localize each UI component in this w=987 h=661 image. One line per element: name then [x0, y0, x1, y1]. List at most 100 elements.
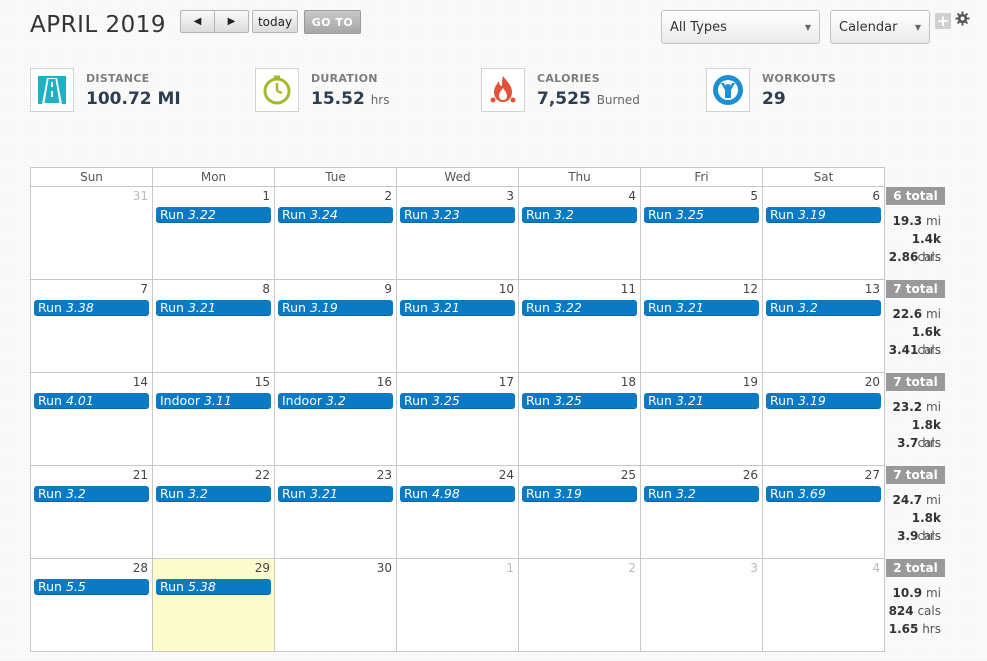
workout-event[interactable]: Run 3.21: [644, 393, 759, 409]
summary-value: 22.6: [892, 307, 923, 321]
day-cell[interactable]: 1 Run 3.22: [153, 187, 275, 280]
week-summary-mi: 22.6 mi: [886, 305, 945, 323]
week-row: 28 Run 5.5 29 Run 5.38 30 1 2 3 4: [31, 559, 885, 652]
workout-event[interactable]: Run 3.19: [522, 486, 637, 502]
workout-event[interactable]: Run 3.2: [766, 300, 881, 316]
stat-label: CALORIES: [537, 72, 600, 85]
workout-distance: 3.19: [553, 486, 582, 501]
day-cell[interactable]: 26 Run 3.2: [641, 466, 763, 559]
day-cell[interactable]: 24 Run 4.98: [397, 466, 519, 559]
workout-type: Run: [282, 486, 306, 501]
workout-event[interactable]: Run 3.21: [400, 300, 515, 316]
workout-event[interactable]: Run 3.25: [644, 207, 759, 223]
summary-value: 24.7: [892, 493, 923, 507]
next-month-button[interactable]: ▶: [214, 10, 249, 33]
week-row: 31 1 Run 3.22 2 Run 3.24 3 Run 3.23 4 Run 3.2 5 Ru…: [31, 187, 885, 280]
workout-event[interactable]: Run 3.25: [400, 393, 515, 409]
chevron-down-icon: ▼: [804, 23, 811, 32]
workout-event[interactable]: Run 3.19: [766, 393, 881, 409]
workout-event[interactable]: Run 3.22: [522, 300, 637, 316]
goto-button[interactable]: GO TO: [304, 10, 361, 34]
day-cell[interactable]: 2: [519, 559, 641, 652]
workout-event[interactable]: Indoor 3.2: [278, 393, 393, 409]
day-cell[interactable]: 2 Run 3.24: [275, 187, 397, 280]
day-cell[interactable]: 17 Run 3.25: [397, 373, 519, 466]
summary-value: 23.2: [892, 400, 923, 414]
week-summary: 7 total 23.2 mi 1.8k cals 3.7 hrs: [886, 373, 945, 452]
workout-event[interactable]: Run 5.38: [156, 579, 271, 595]
workout-event[interactable]: Run 3.69: [766, 486, 881, 502]
day-cell[interactable]: 28 Run 5.5: [31, 559, 153, 652]
workout-type-select[interactable]: All Types ▼: [661, 10, 820, 44]
day-cell[interactable]: 8 Run 3.21: [153, 280, 275, 373]
workout-event[interactable]: Run 3.19: [278, 300, 393, 316]
workout-type: Run: [770, 207, 794, 222]
day-cell[interactable]: 13 Run 3.2: [763, 280, 885, 373]
workout-event[interactable]: Run 3.21: [278, 486, 393, 502]
day-cell[interactable]: 18 Run 3.25: [519, 373, 641, 466]
day-cell[interactable]: 19 Run 3.21: [641, 373, 763, 466]
workout-event[interactable]: Indoor 3.11: [156, 393, 271, 409]
workout-event[interactable]: Run 3.22: [156, 207, 271, 223]
day-cell[interactable]: 5 Run 3.25: [641, 187, 763, 280]
day-cell[interactable]: 9 Run 3.19: [275, 280, 397, 373]
day-cell[interactable]: 22 Run 3.2: [153, 466, 275, 559]
workout-event[interactable]: Run 3.19: [766, 207, 881, 223]
week-summary: 7 total 22.6 mi 1.6k cals 3.41 hrs: [886, 280, 945, 359]
weekday-label: Sun: [31, 168, 153, 187]
day-cell[interactable]: 14 Run 4.01: [31, 373, 153, 466]
workout-event[interactable]: Run 3.21: [156, 300, 271, 316]
workout-event[interactable]: Run 3.38: [34, 300, 149, 316]
day-cell[interactable]: 3: [641, 559, 763, 652]
day-cell[interactable]: 20 Run 3.19: [763, 373, 885, 466]
day-cell[interactable]: 11 Run 3.22: [519, 280, 641, 373]
add-button[interactable]: +: [935, 12, 951, 30]
workout-distance: 3.25: [553, 393, 582, 408]
day-cell[interactable]: 21 Run 3.2: [31, 466, 153, 559]
day-cell[interactable]: 10 Run 3.21: [397, 280, 519, 373]
day-cell[interactable]: 15 Indoor 3.11: [153, 373, 275, 466]
prev-month-button[interactable]: ◀: [180, 10, 215, 33]
workout-event[interactable]: Run 5.5: [34, 579, 149, 595]
workout-distance: 4.01: [65, 393, 94, 408]
workout-event[interactable]: Run 3.24: [278, 207, 393, 223]
day-cell[interactable]: 16 Indoor 3.2: [275, 373, 397, 466]
day-cell[interactable]: 7 Run 3.38: [31, 280, 153, 373]
week-summary-cals: 824 cals: [886, 602, 945, 620]
view-select[interactable]: Calendar ▼: [830, 10, 930, 44]
workout-event[interactable]: Run 4.98: [400, 486, 515, 502]
day-cell[interactable]: 25 Run 3.19: [519, 466, 641, 559]
workout-distance: 3.2: [797, 300, 818, 315]
summary-value: 19.3: [892, 214, 923, 228]
workout-event[interactable]: Run 3.2: [156, 486, 271, 502]
day-cell[interactable]: 12 Run 3.21: [641, 280, 763, 373]
workout-event[interactable]: Run 3.2: [644, 486, 759, 502]
workout-distance: 3.2: [675, 486, 696, 501]
workout-type: Indoor: [282, 393, 322, 408]
day-cell[interactable]: 6 Run 3.19: [763, 187, 885, 280]
day-cell[interactable]: 3 Run 3.23: [397, 187, 519, 280]
day-cell[interactable]: 4 Run 3.2: [519, 187, 641, 280]
day-cell[interactable]: 23 Run 3.21: [275, 466, 397, 559]
day-cell[interactable]: 31: [31, 187, 153, 280]
day-cell[interactable]: 4: [763, 559, 885, 652]
day-cell-today[interactable]: 29 Run 5.38: [153, 559, 275, 652]
day-cell[interactable]: 30: [275, 559, 397, 652]
workout-distance: 3.69: [797, 486, 826, 501]
workout-event[interactable]: Run 3.2: [522, 207, 637, 223]
workout-event[interactable]: Run 3.2: [34, 486, 149, 502]
gear-icon[interactable]: [955, 11, 970, 26]
day-number: 25: [620, 468, 636, 482]
workout-event[interactable]: Run 3.25: [522, 393, 637, 409]
workout-event[interactable]: Run 3.23: [400, 207, 515, 223]
workout-event[interactable]: Run 4.01: [34, 393, 149, 409]
today-button[interactable]: today: [252, 10, 298, 33]
workout-event[interactable]: Run 3.21: [644, 300, 759, 316]
day-cell[interactable]: 1: [397, 559, 519, 652]
day-number: 18: [620, 375, 636, 389]
workout-type-value: All Types: [670, 19, 727, 35]
summary-unit: hrs: [922, 529, 941, 543]
workout-type: Run: [648, 393, 672, 408]
calendar-grid: Sun Mon Tue Wed Thu Fri Sat 31 1 Run 3.22 2…: [30, 167, 885, 652]
day-cell[interactable]: 27 Run 3.69: [763, 466, 885, 559]
